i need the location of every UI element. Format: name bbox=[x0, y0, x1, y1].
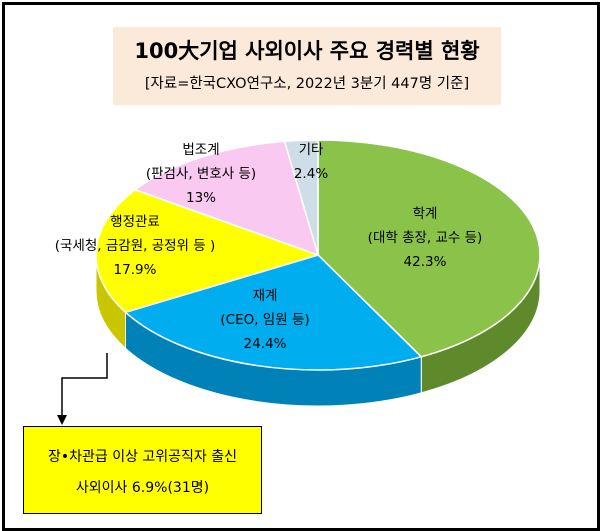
label-other-1: 기타 bbox=[299, 142, 324, 158]
arrow-head-icon bbox=[57, 415, 67, 425]
chart-title: 100大기업 사외이사 주요 경력별 현황 bbox=[134, 39, 480, 63]
label-academia-1: 학계 bbox=[413, 206, 438, 222]
callout-connector bbox=[61, 353, 108, 418]
slice-business bbox=[124, 254, 423, 371]
callout-line-2: 사외이사 6.9%(31명) bbox=[75, 480, 210, 496]
pie-slices bbox=[95, 139, 541, 371]
slice-other bbox=[283, 139, 319, 256]
label-academia-3: 42.3% bbox=[404, 254, 447, 270]
slice-administration bbox=[95, 188, 321, 314]
callout-arrow bbox=[57, 353, 108, 425]
slice-legal bbox=[133, 140, 320, 257]
title-box: 100大기업 사외이사 주요 경력별 현황 [자료=한국CXO연구소, 2022… bbox=[113, 27, 501, 105]
slice-academia bbox=[317, 139, 541, 358]
chart-subtitle: [자료=한국CXO연구소, 2022년 3분기 447명 기준] bbox=[144, 76, 470, 92]
callout-line-1: 장•차관급 이상 고위공직자 출신 bbox=[47, 449, 238, 465]
label-business-1: 재계 bbox=[253, 288, 278, 304]
label-academia-2: (대학 총장, 교수 등) bbox=[368, 230, 483, 246]
label-legal-2: (판검사, 변호사 등) bbox=[146, 166, 256, 182]
label-business-2: (CEO, 임원 등) bbox=[220, 312, 309, 328]
label-business-3: 24.4% bbox=[244, 336, 287, 352]
label-legal-3: 13% bbox=[186, 190, 216, 206]
label-legal-1: 법조계 bbox=[182, 142, 219, 158]
callout-box: 장•차관급 이상 고위공직자 출신 사외이사 6.9%(31명) bbox=[23, 426, 262, 514]
label-administration-1: 행정관료 bbox=[110, 214, 160, 230]
label-administration-2: (국세청, 금감원, 공정위 등 ) bbox=[55, 238, 215, 254]
label-administration-3: 17.9% bbox=[114, 262, 157, 278]
pie-labels: 학계 (대학 총장, 교수 등) 42.3% 재계 (CEO, 임원 등) 24.4% 행정… bbox=[55, 142, 483, 352]
label-other-2: 2.4% bbox=[294, 166, 328, 182]
